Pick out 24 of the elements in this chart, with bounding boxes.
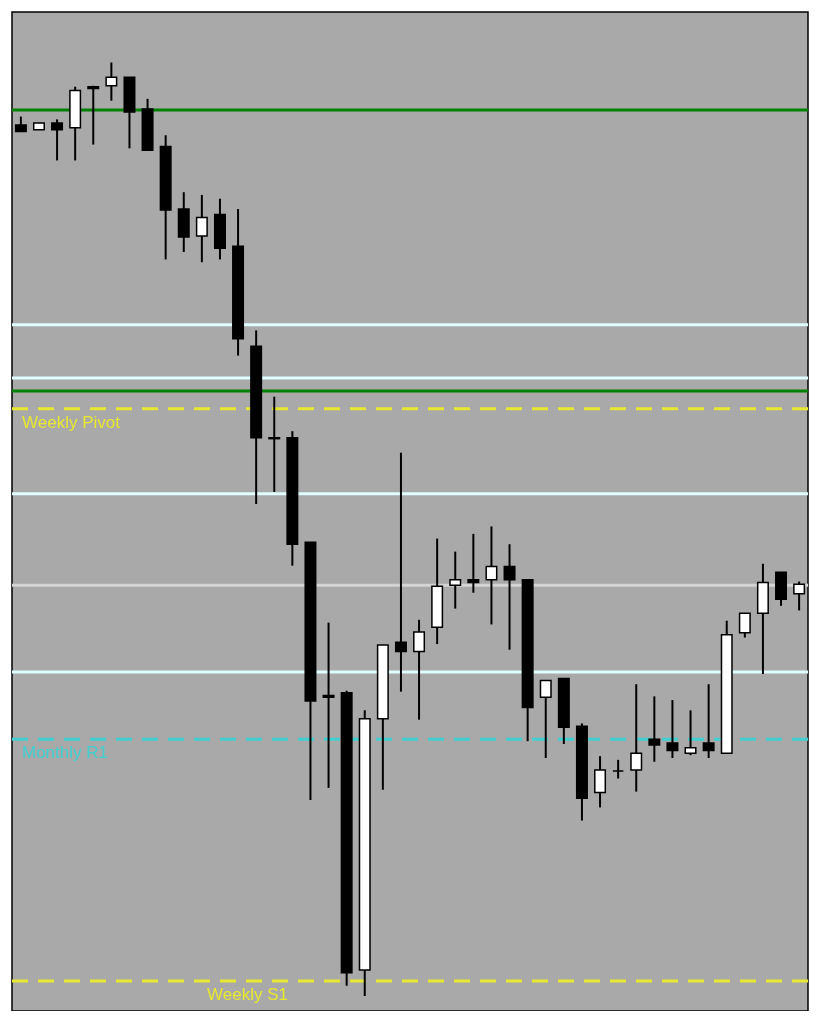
candlestick — [87, 84, 100, 146]
candlestick — [666, 699, 679, 759]
candlestick — [738, 612, 751, 639]
candlestick — [630, 683, 643, 793]
ref-line-label: Weekly S1 — [207, 985, 288, 1005]
candlestick — [684, 709, 697, 757]
candlestick — [413, 618, 426, 721]
candlestick — [105, 61, 118, 102]
candlestick — [485, 525, 498, 626]
candlestick — [195, 193, 208, 264]
candlestick — [793, 580, 806, 612]
candlestick — [612, 758, 625, 780]
ref-line-label: Monthly R1 — [22, 743, 108, 763]
candlestick — [648, 695, 661, 763]
candlestick — [539, 679, 552, 759]
candlestick — [322, 621, 335, 789]
candlestick — [449, 550, 462, 610]
candlestick — [503, 543, 516, 651]
candlestick — [394, 451, 407, 693]
candlestick — [467, 532, 480, 594]
candlestick — [51, 118, 64, 162]
candlestick — [702, 683, 715, 759]
candlestick — [594, 755, 607, 809]
ref-line-label: Weekly Pivot — [22, 412, 121, 432]
